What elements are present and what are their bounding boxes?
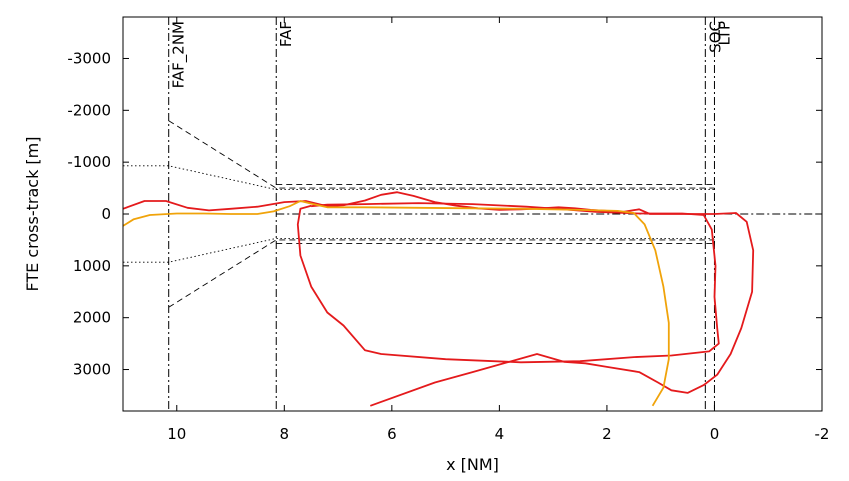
refline-label-ltp: LTP	[715, 21, 733, 46]
corridor-dotted	[123, 237, 715, 263]
x-tick-label: -2	[815, 425, 830, 443]
y-tick-label: 0	[101, 205, 111, 223]
series-line-3	[123, 200, 670, 407]
series-line-1	[123, 191, 755, 407]
x-tick-label: 10	[167, 425, 186, 443]
y-tick-label: 2000	[73, 309, 111, 327]
x-tick-label: 2	[602, 425, 612, 443]
series-line-2	[296, 202, 720, 364]
x-tick-label: 6	[387, 425, 397, 443]
corridor-dashed	[168, 120, 715, 189]
refline-label-faf: FAF	[277, 21, 295, 47]
corridor-dashed	[168, 239, 715, 308]
series-layer	[123, 191, 755, 407]
axes: 10 8 6 4 2 0 -2 -3000 -2000 -1000 0 1000 2000 3000	[67, 16, 830, 443]
refline-label-soc: SOC	[706, 21, 724, 53]
refline-label-faf_2nm: FAF_2NM	[170, 21, 189, 88]
y-tick-label: 3000	[73, 361, 111, 379]
x-tick-label: 8	[280, 425, 290, 443]
y-tick-label: -3000	[67, 49, 111, 67]
y-tick-label: 1000	[73, 257, 111, 275]
x-axis-label: x [NM]	[446, 455, 499, 474]
x-tick-label: 4	[495, 425, 505, 443]
y-tick-label: -1000	[67, 153, 111, 171]
x-tick-label: 0	[710, 425, 720, 443]
corridor-dotted	[123, 165, 715, 191]
y-tick-label: -2000	[67, 101, 111, 119]
y-axis-label: FTE cross-track [m]	[23, 136, 42, 291]
